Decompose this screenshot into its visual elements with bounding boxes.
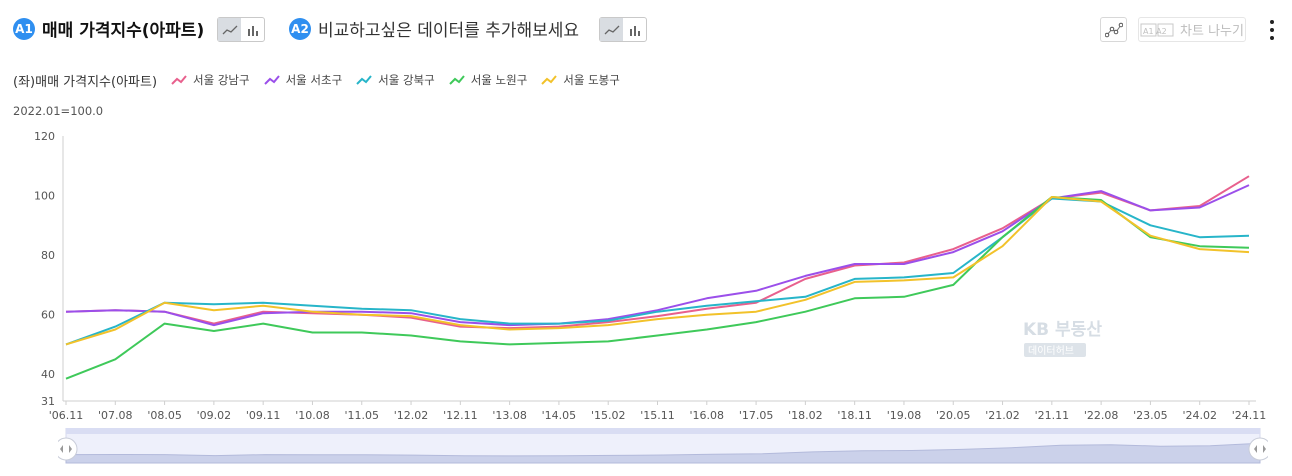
legend-item-label: 서울 강북구 [378, 73, 435, 87]
x-tick-label: '15.11 [640, 409, 675, 422]
line-chart-icon [222, 25, 237, 34]
watermark: KB 부동산 데이터허브 [1023, 320, 1102, 357]
x-tick-label: '10.08 [295, 409, 330, 422]
kebab-menu-icon[interactable] [1262, 18, 1282, 42]
chart-legend: (좌)매매 가격지수(아파트) 서울 강남구 서울 서초구 서울 강북구 서울 노원구… [13, 70, 634, 90]
x-tick-label: '20.05 [936, 409, 971, 422]
navigator-area [65, 442, 1261, 464]
baseline-note: 2022.01=100.0 [13, 104, 104, 118]
split-chart-label: 차트 나누기 [1180, 24, 1244, 39]
y-tick-label: 80 [41, 249, 55, 262]
chart-type-toggle-a2 [599, 17, 647, 42]
x-tick-label: '21.11 [1035, 409, 1070, 422]
legend-item-1[interactable]: 서울 강남구 [171, 72, 250, 88]
x-tick-label: '12.02 [394, 409, 429, 422]
series-line-5[interactable] [65, 196, 1250, 346]
x-tick-label: '19.08 [887, 409, 922, 422]
page-title: 매매 가격지수(아파트) [42, 21, 205, 41]
legend-item-2[interactable]: 서울 서초구 [263, 72, 343, 88]
series-lines [65, 175, 1250, 380]
x-tick-label: '18.11 [837, 409, 872, 422]
legend-swatch-icon [356, 75, 372, 85]
legend-item-5[interactable]: 서울 도봉구 [541, 72, 620, 88]
x-tick-label: '21.02 [985, 409, 1020, 422]
x-tick-label: '06.11 [49, 409, 84, 422]
x-tick-label: '24.02 [1182, 409, 1217, 422]
y-tick-label: 40 [41, 368, 55, 381]
range-scrollbar[interactable] [66, 428, 1260, 434]
y-axis: 31 40 60 80 100 120 [34, 130, 64, 408]
legend-item-3[interactable]: 서울 강북구 [356, 72, 435, 88]
legend-item-label: 서울 서초구 [285, 73, 343, 87]
split-chart-icon: A1 A2 [1140, 23, 1174, 36]
legend-item-label: 서울 노원구 [470, 73, 528, 87]
bar-chart-icon [629, 25, 640, 36]
legend-item-4[interactable]: 서울 노원구 [449, 72, 528, 88]
split-icon-text: A1 A2 [1143, 27, 1167, 36]
compare-prompt[interactable]: 비교하고싶은 데이터를 추가해보세요 [318, 21, 580, 41]
series-line-3[interactable] [65, 197, 1250, 346]
x-tick-label: '18.02 [788, 409, 823, 422]
x-tick-label: '13.08 [492, 409, 527, 422]
bar-chart-icon [247, 25, 258, 36]
y-tick-label: 100 [34, 190, 55, 203]
x-tick-label: '24.11 [1232, 409, 1267, 422]
legend-swatch-icon [541, 75, 558, 85]
split-chart-button[interactable]: A1 A2 차트 나누기 [1138, 17, 1246, 42]
x-tick-label: '12.11 [443, 409, 478, 422]
badge-a2: A2 [289, 18, 311, 40]
line-chart-button-a1[interactable] [218, 18, 241, 41]
x-tick-label: '09.11 [246, 409, 281, 422]
range-handle-right[interactable] [1248, 437, 1268, 461]
x-tick-label: '08.05 [147, 409, 182, 422]
x-tick-label: '14.05 [542, 409, 577, 422]
chart-type-toggle-a1 [217, 17, 265, 42]
legend-items: 서울 강남구 서울 서초구 서울 강북구 서울 노원구 서울 도봉구 [171, 72, 634, 88]
x-tick-label: '16.08 [690, 409, 725, 422]
y-tick-label: 120 [34, 130, 55, 143]
x-tick-label: '17.05 [739, 409, 774, 422]
scatter-button[interactable] [1100, 17, 1127, 42]
bar-chart-button-a1[interactable] [241, 18, 264, 41]
x-tick-label: '11.05 [344, 409, 379, 422]
y-tick-label: 60 [41, 309, 55, 322]
bar-chart-button-a2[interactable] [623, 18, 646, 41]
scatter-icon [1104, 22, 1123, 37]
legend-item-label: 서울 강남구 [193, 73, 250, 87]
x-tick-label: '15.02 [591, 409, 626, 422]
x-tick-label: '09.02 [197, 409, 232, 422]
x-tick-label: '22.08 [1084, 409, 1119, 422]
y-tick-label: 31 [41, 395, 55, 408]
line-chart-button-a2[interactable] [600, 18, 623, 41]
badge-a1: A1 [13, 18, 35, 40]
watermark-subtext: 데이터허브 [1028, 345, 1074, 357]
line-chart-icon [604, 25, 619, 34]
chart-toolbar: A1 매매 가격지수(아파트) A2 비교하고싶은 데이터를 추가해보세요 A1… [0, 0, 1292, 58]
range-handle-left[interactable] [58, 437, 78, 461]
legend-axis-label: (좌)매매 가격지수(아파트) [13, 74, 158, 90]
legend-item-label: 서울 도봉구 [563, 73, 620, 87]
watermark-text: KB 부동산 [1023, 320, 1102, 340]
legend-swatch-icon [263, 75, 280, 85]
x-tick-label: '23.05 [1133, 409, 1168, 422]
x-axis: '06.11 '07.08 '08.05 '09.02 '09.11 '10.08 '11.… [49, 400, 1267, 422]
legend-swatch-icon [449, 75, 465, 85]
x-tick-label: '07.08 [98, 409, 133, 422]
legend-swatch-icon [171, 75, 187, 85]
range-navigator[interactable] [58, 428, 1268, 464]
